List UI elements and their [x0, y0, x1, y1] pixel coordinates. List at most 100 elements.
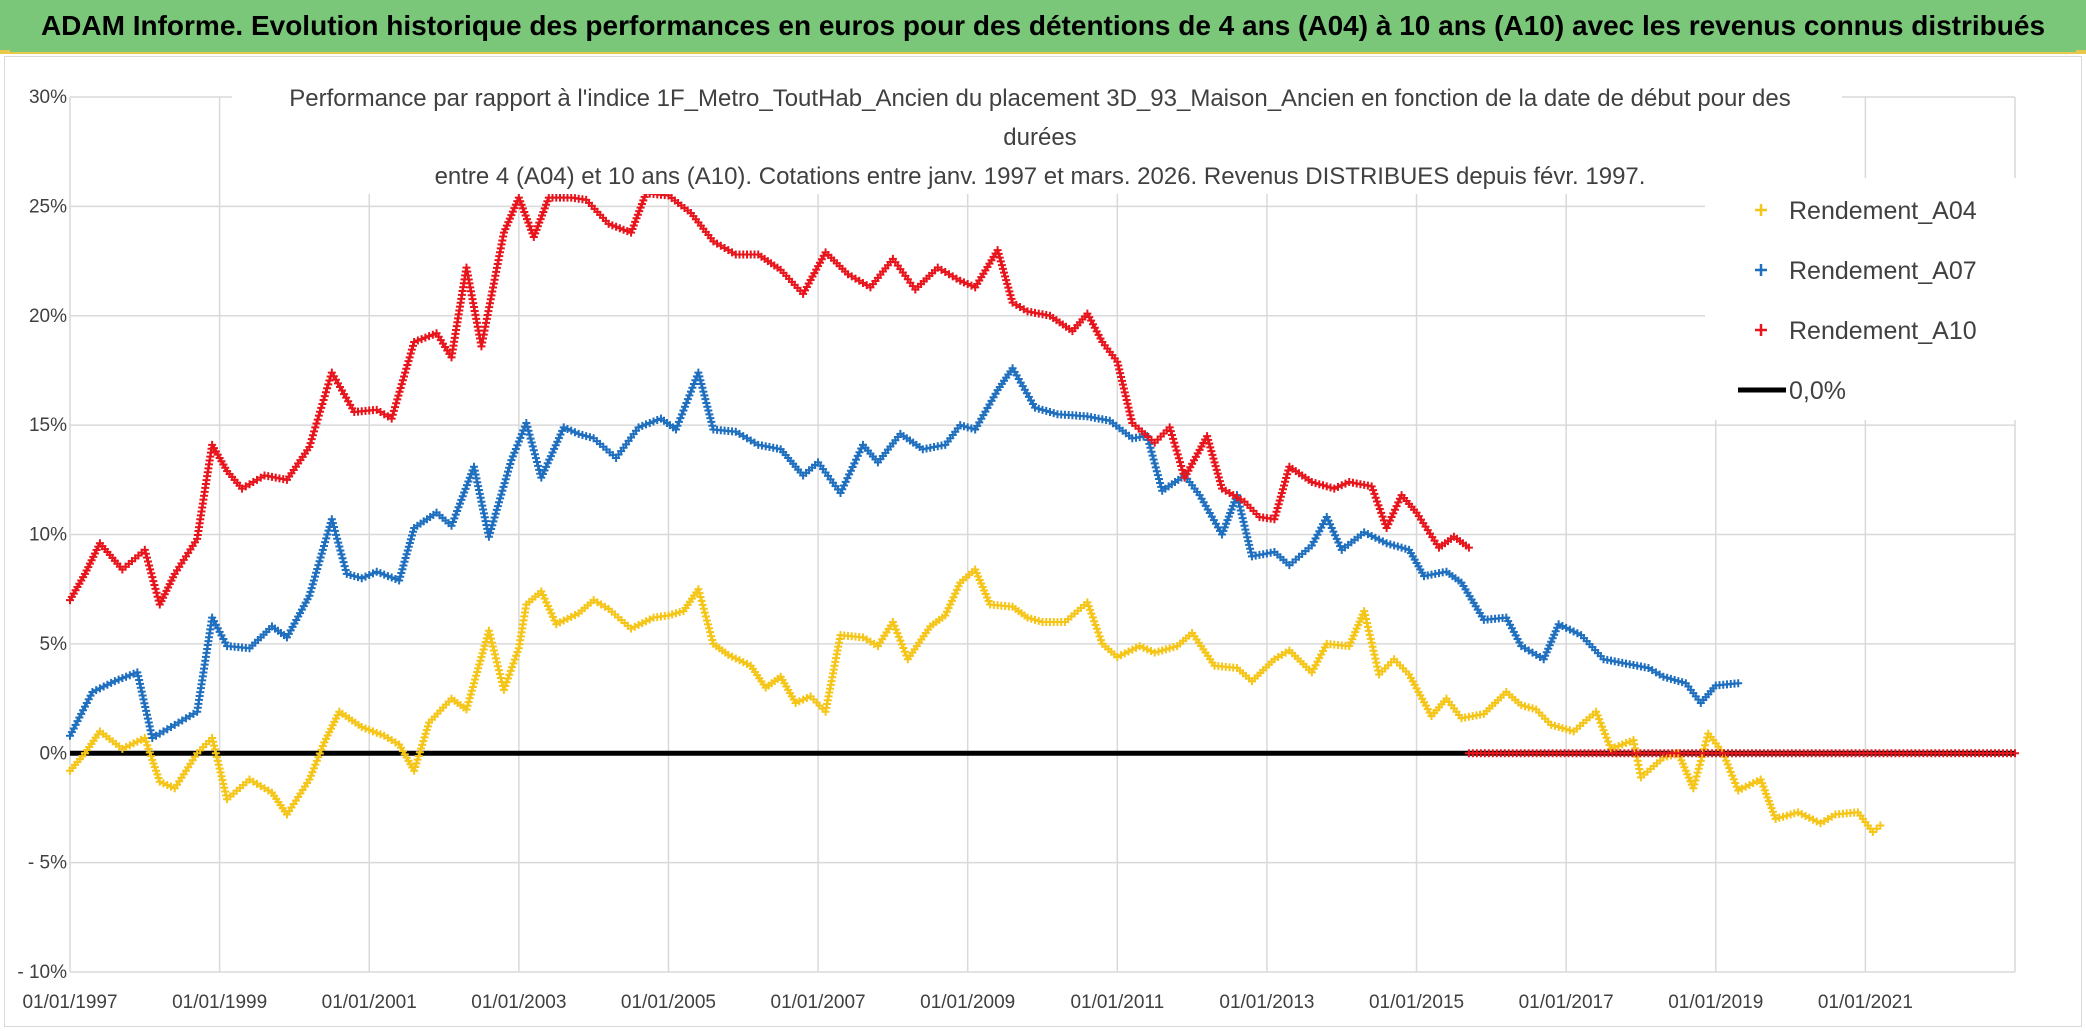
data-point: [1003, 279, 1012, 288]
data-point: [461, 484, 470, 493]
legend-marker: [1755, 204, 1767, 216]
data-point: [619, 225, 628, 234]
data-point: [308, 768, 317, 777]
data-point: [1145, 439, 1154, 448]
data-point: [1004, 283, 1013, 292]
data-point: [1601, 730, 1610, 738]
data-point: [524, 426, 533, 435]
data-point: [320, 392, 329, 401]
data-point: [528, 442, 537, 451]
data-point: [141, 549, 150, 558]
data-point: [1596, 718, 1605, 727]
data-point: [399, 561, 408, 570]
data-point: [963, 280, 972, 289]
data-point: [505, 463, 514, 472]
data-point: [1094, 628, 1103, 637]
data-point: [1170, 438, 1179, 447]
data-point: [457, 495, 466, 504]
data-point: [389, 406, 398, 415]
data-point: [802, 694, 811, 703]
data-point: [1689, 784, 1698, 793]
data-point: [1172, 446, 1181, 455]
data-point: [608, 221, 617, 230]
data-point: [447, 521, 456, 530]
data-point: [365, 570, 374, 579]
data-point: [897, 640, 906, 649]
data-point: [1547, 720, 1556, 729]
y-tick-label: 30%: [29, 87, 67, 108]
data-point: [1161, 645, 1170, 654]
data-point: [529, 446, 538, 455]
data-point: [486, 528, 495, 537]
data-point: [317, 549, 326, 558]
data-point: [533, 458, 542, 466]
data-point: [1281, 477, 1290, 486]
data-point: [1135, 642, 1144, 651]
data-point: [623, 227, 632, 236]
data-point: [1270, 515, 1279, 524]
data-point: [308, 431, 317, 440]
data-point: [704, 620, 713, 629]
data-point: [1341, 479, 1350, 488]
data-point: [1771, 814, 1780, 823]
data-point: [1001, 272, 1010, 281]
data-point: [337, 550, 346, 559]
data-point: [505, 670, 514, 679]
data-point: [675, 608, 684, 617]
data-point: [380, 570, 389, 579]
data-point: [338, 554, 347, 563]
data-point: [1275, 496, 1284, 505]
data-point: [507, 456, 516, 465]
data-point: [310, 427, 319, 436]
data-point: [1206, 443, 1215, 452]
data-point: [129, 669, 138, 678]
data-point: [1152, 467, 1161, 476]
data-point: [409, 527, 418, 536]
data-point: [468, 683, 477, 691]
data-point: [1367, 482, 1376, 491]
data-point: [1038, 405, 1047, 414]
data-point: [702, 616, 711, 625]
data-point: [314, 561, 323, 570]
data-point: [145, 561, 154, 570]
data-point: [148, 573, 157, 582]
data-point: [1209, 454, 1218, 463]
data-point: [451, 510, 460, 519]
data-point: [995, 253, 1004, 262]
data-point: [695, 589, 704, 598]
data-point: [462, 705, 471, 714]
data-point: [307, 584, 316, 593]
data-point: [1165, 423, 1174, 432]
data-point: [411, 763, 420, 772]
data-point: [1322, 482, 1331, 491]
data-point: [324, 380, 333, 389]
y-axis-ticks: 30% 25% 20% 15% 10% 5% 0% - 5% - 10%: [17, 87, 67, 983]
data-point: [1272, 507, 1281, 516]
data-point: [498, 486, 507, 495]
data-point: [306, 771, 315, 780]
data-point: [1278, 485, 1287, 494]
data-point: [510, 448, 519, 457]
data-point: [311, 760, 320, 769]
data-point: [1165, 644, 1174, 653]
data-point: [453, 506, 462, 515]
data-point: [142, 553, 151, 562]
data-point: [478, 649, 487, 658]
data-point: [1618, 740, 1627, 749]
data-point: [1369, 486, 1378, 495]
data-point: [464, 477, 473, 486]
data-point: [395, 387, 404, 396]
y-tick-label: - 10%: [17, 962, 67, 983]
chart-title-line: Performance par rapport à l'indice 1F_Me…: [289, 85, 1791, 112]
data-point: [502, 471, 511, 480]
data-point: [306, 587, 315, 596]
data-point: [526, 434, 535, 443]
x-tick-label: 01/01/2009: [920, 992, 1015, 1013]
data-point: [1207, 447, 1216, 456]
legend-label: 0,0%: [1789, 377, 1846, 405]
data-point: [407, 345, 416, 354]
data-point: [642, 420, 651, 429]
data-point: [893, 629, 902, 638]
data-point: [368, 727, 377, 736]
x-tick-label: 01/01/2011: [1070, 992, 1164, 1013]
